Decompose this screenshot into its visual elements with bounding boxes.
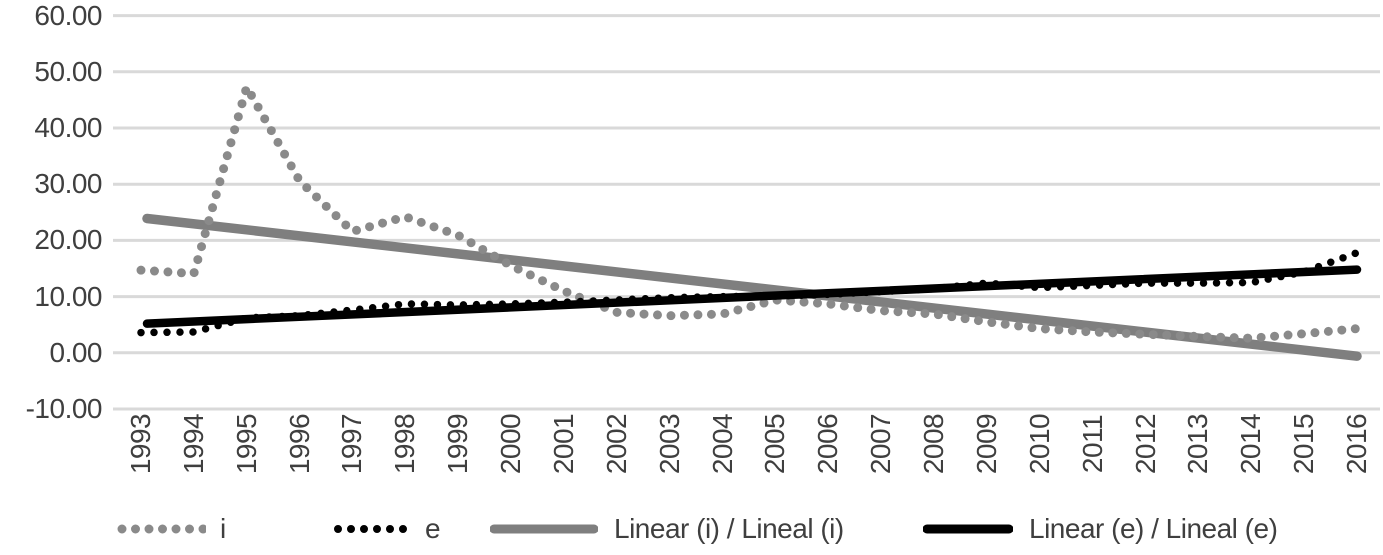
y-axis-tick-label: -10.00 (25, 393, 103, 424)
x-axis-tick-label: 2011 (1076, 414, 1108, 474)
x-axis-tick-label: 2004 (706, 413, 738, 475)
x-axis-tick-label: 1993 (125, 413, 156, 475)
legend-label-linear-i: Linear (i) / Lineal (i) (614, 513, 844, 544)
x-axis-tick-label: 2012 (1129, 413, 1161, 475)
x-axis-tick-label: 2006 (812, 413, 844, 475)
legend: i e Linear (i) / Lineal (i) Linear (e) /… (0, 503, 1383, 555)
x-axis-tick-label: 1996 (283, 413, 315, 475)
x-axis-tick-label: 2015 (1288, 413, 1320, 475)
x-axis-tick-label: 1998 (389, 413, 421, 475)
legend-swatch-solid-black-icon (923, 524, 1013, 534)
x-axis-tick-label: 2008 (918, 413, 950, 475)
legend-label-e: e (425, 513, 441, 544)
x-axis-tick-label: 1994 (177, 413, 209, 475)
y-axis-tick-label: 0.00 (49, 336, 103, 368)
x-axis-tick-label: 2013 (1182, 413, 1214, 475)
x-axis-tick-label: 2010 (1023, 413, 1055, 475)
x-axis-tick-label: 1997 (336, 413, 368, 475)
legend-swatch-dotted-e-icon (334, 525, 411, 533)
x-axis-tick-label: 1999 (442, 413, 474, 475)
x-axis-tick-label: 2007 (865, 413, 897, 475)
x-axis-tick-label: 2009 (970, 413, 1002, 475)
x-axis-tick-label: 2002 (600, 413, 632, 475)
x-axis-tick-label: 2001 (547, 413, 579, 475)
x-axis-tick-label: 2003 (653, 413, 685, 475)
y-axis-tick-label: 50.00 (34, 55, 102, 87)
series-e-dotted-line (137, 249, 1361, 337)
x-axis-tick-label: 1995 (230, 413, 262, 475)
x-axis-tick-label: 2000 (495, 413, 527, 475)
legend-item-e: e (333, 503, 441, 555)
y-axis-tick-label: 60.00 (34, 0, 102, 31)
y-axis-tick-label: 40.00 (34, 112, 102, 143)
legend-item-i: i (116, 503, 226, 555)
x-axis-tick-label: 2005 (759, 413, 791, 475)
y-axis-tick-label: 20.00 (34, 224, 102, 256)
y-axis-tick-label: 30.00 (34, 168, 102, 200)
legend-swatch-dotted-i-icon (117, 524, 206, 534)
legend-item-linear-e: Linear (e) / Lineal (e) (923, 503, 1278, 555)
y-axis-tick-label: 10.00 (34, 280, 102, 312)
legend-item-linear-i: Linear (i) / Lineal (i) (490, 503, 844, 555)
legend-label-linear-e: Linear (e) / Lineal (e) (1029, 513, 1278, 544)
legend-swatch-solid-gray-icon (490, 524, 598, 534)
series-i-dotted-line (136, 82, 1362, 343)
x-axis-tick-label: 2014 (1235, 413, 1267, 475)
legend-label-i: i (220, 513, 226, 544)
x-axis-tick-label: 2016 (1341, 413, 1372, 475)
